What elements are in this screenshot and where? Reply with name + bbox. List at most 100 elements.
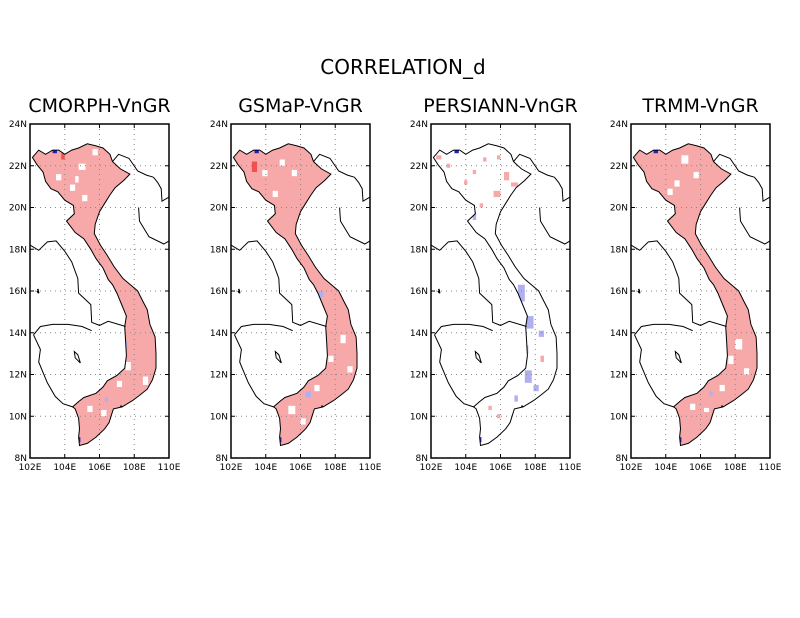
- correlation-cell: [479, 203, 484, 208]
- lat-tick-label: 12N: [410, 371, 428, 381]
- lat-tick-label: 12N: [9, 371, 27, 381]
- country-border: [339, 207, 371, 245]
- lon-tick-label: 106E: [489, 463, 512, 473]
- map-panel: TRMM-VnGR 8N 10N 12N 14N 16N 18N 20N 22N 24N 102E 1…: [610, 95, 782, 473]
- correlation-cell: [540, 355, 544, 362]
- lat-tick-label: 12N: [610, 371, 628, 381]
- country-border: [234, 334, 274, 408]
- correlation-cell: [104, 397, 109, 402]
- lat-tick-label: 10N: [610, 412, 628, 422]
- insignificant-cell: [328, 355, 334, 362]
- panel-title: PERSIANN-VnGR: [423, 95, 577, 117]
- lon-tick-label: 106E: [88, 463, 111, 473]
- panel-title: TRMM-VnGR: [641, 95, 758, 117]
- country-border: [434, 323, 493, 336]
- insignificant-cell: [262, 169, 268, 177]
- vietnam-outline: [31, 143, 157, 447]
- lat-tick-label: 8N: [416, 454, 428, 464]
- lat-tick-label: 24N: [210, 120, 228, 130]
- lon-tick-label: 110E: [359, 463, 382, 473]
- island: [437, 288, 441, 294]
- country-border: [513, 153, 555, 178]
- lat-tick-label: 22N: [410, 162, 428, 172]
- lon-tick-label: 104E: [454, 463, 477, 473]
- lat-tick-label: 24N: [9, 120, 27, 130]
- lat-tick-label: 18N: [210, 245, 228, 255]
- correlation-cell: [251, 161, 258, 173]
- island: [237, 288, 241, 294]
- insignificant-cell: [279, 159, 285, 166]
- lat-tick-label: 18N: [610, 245, 628, 255]
- insignificant-cell: [142, 376, 149, 385]
- correlation-cell: [254, 148, 259, 154]
- correlation-cell: [317, 291, 324, 298]
- insignificant-cell: [743, 368, 750, 375]
- insignificant-cell: [291, 169, 298, 177]
- correlation-cell: [538, 330, 544, 337]
- country-border: [539, 207, 571, 245]
- lon-tick-label: 106E: [689, 463, 712, 473]
- insignificant-cell: [347, 366, 353, 373]
- correlation-cell: [533, 384, 539, 392]
- country-border: [153, 176, 170, 203]
- map-panel: CMORPH-VnGR 8N 10N 12N 14N 16N 18N 20N 22N 24N 102…: [9, 95, 181, 473]
- lon-tick-label: 108E: [324, 463, 347, 473]
- lat-tick-label: 10N: [410, 412, 428, 422]
- correlation-cell: [52, 148, 57, 154]
- country-border: [33, 323, 92, 336]
- insignificant-cell: [56, 174, 62, 181]
- country-border: [234, 323, 293, 336]
- lat-tick-label: 24N: [610, 120, 628, 130]
- correlation-cell: [472, 211, 477, 221]
- lat-tick-label: 18N: [410, 245, 428, 255]
- insignificant-cell: [108, 424, 114, 431]
- island: [320, 405, 324, 408]
- insignificant-cell: [78, 163, 86, 170]
- lat-tick-label: 22N: [610, 162, 628, 172]
- correlation-cell: [493, 190, 501, 198]
- insignificant-cell: [681, 155, 689, 164]
- lat-tick-label: 20N: [210, 204, 228, 214]
- lat-tick-label: 16N: [9, 287, 27, 297]
- correlation-cell: [514, 395, 518, 402]
- lat-tick-label: 14N: [9, 329, 27, 339]
- lat-tick-label: 14N: [610, 329, 628, 339]
- country-border: [313, 153, 355, 178]
- correlation-cell: [476, 393, 482, 398]
- country-border: [354, 176, 371, 203]
- island: [720, 405, 724, 408]
- lon-tick-label: 110E: [759, 463, 782, 473]
- lat-tick-label: 8N: [216, 454, 228, 464]
- lon-tick-label: 108E: [524, 463, 547, 473]
- lat-tick-label: 12N: [210, 371, 228, 381]
- correlation-field: [436, 148, 544, 443]
- insignificant-cell: [82, 194, 88, 202]
- lat-tick-label: 18N: [9, 245, 27, 255]
- insignificant-cell: [714, 257, 718, 262]
- correlation-cell: [526, 316, 534, 329]
- country-border: [713, 153, 755, 178]
- lat-tick-label: 24N: [410, 120, 428, 130]
- lon-tick-label: 102E: [420, 463, 443, 473]
- insignificant-cell: [300, 418, 306, 425]
- country-border: [33, 334, 73, 408]
- lon-tick-label: 104E: [254, 463, 277, 473]
- correlation-cell: [488, 405, 492, 410]
- lon-tick-label: 104E: [53, 463, 76, 473]
- lon-tick-label: 110E: [559, 463, 582, 473]
- country-border: [739, 207, 771, 245]
- correlation-cell: [497, 155, 501, 160]
- insignificant-cell: [735, 339, 743, 350]
- country-border: [634, 323, 693, 336]
- island: [520, 405, 524, 408]
- insignificant-cell: [87, 405, 93, 413]
- lat-tick-label: 22N: [210, 162, 228, 172]
- correlation-cell: [61, 153, 65, 160]
- country-border: [674, 350, 682, 364]
- lat-tick-label: 16N: [410, 287, 428, 297]
- correlation-cell: [497, 414, 501, 419]
- correlation-cell: [524, 370, 532, 383]
- lat-tick-label: 20N: [610, 204, 628, 214]
- lat-tick-label: 16N: [610, 287, 628, 297]
